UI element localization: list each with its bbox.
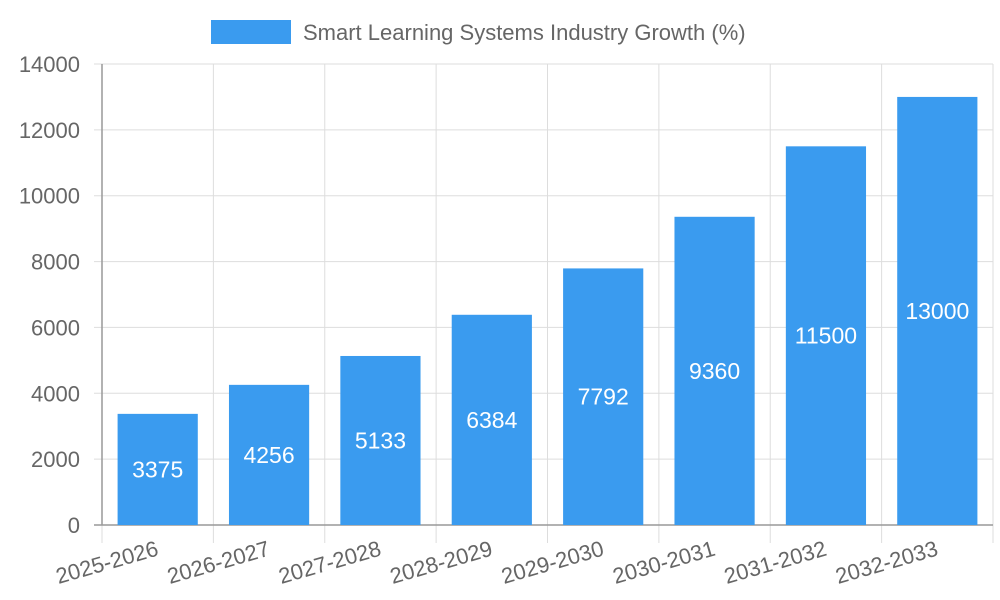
- x-tick-label: 2032-2033: [833, 536, 941, 589]
- x-tick-label: 2027-2028: [276, 536, 384, 589]
- bar[interactable]: [228, 384, 310, 525]
- y-tick-label: 0: [68, 513, 80, 538]
- labels-layer: 3375 4256 5133 6384 7792 9360 11500 13000: [132, 298, 969, 482]
- bar[interactable]: [897, 96, 978, 525]
- legend[interactable]: Smart Learning Systems Industry Growth (…: [211, 20, 746, 45]
- y-tick-label: 10000: [19, 184, 80, 209]
- bar[interactable]: [340, 355, 421, 525]
- bar-value-label: 13000: [905, 298, 969, 324]
- x-tick-label: 2028-2029: [387, 536, 495, 589]
- bar-value-label: 4256: [243, 442, 294, 468]
- bar[interactable]: [674, 216, 755, 525]
- bar-value-label: 11500: [795, 323, 857, 349]
- bar[interactable]: [785, 146, 867, 526]
- legend-label[interactable]: Smart Learning Systems Industry Growth (…: [303, 20, 746, 45]
- bar-value-label: 7792: [578, 384, 629, 410]
- y-tick-label: 12000: [19, 118, 80, 143]
- bar[interactable]: [117, 413, 198, 525]
- x-tick-label: 2030-2031: [610, 536, 718, 589]
- x-tick-label: 2026-2027: [164, 536, 272, 589]
- y-tick-label: 4000: [31, 381, 80, 406]
- bar[interactable]: [451, 314, 532, 525]
- bar-value-label: 3375: [132, 456, 183, 482]
- x-tick-label: 2031-2032: [721, 536, 829, 589]
- x-tick-label: 2029-2030: [499, 536, 607, 589]
- y-tick-label: 2000: [31, 447, 80, 472]
- grid-layer: [94, 63, 994, 543]
- x-tick-label: 2025-2026: [53, 536, 161, 589]
- bar[interactable]: [563, 268, 644, 525]
- bar-value-label: 6384: [466, 407, 517, 433]
- y-tick-label: 6000: [31, 315, 80, 340]
- legend-swatch[interactable]: [211, 20, 291, 44]
- bars-layer: [117, 96, 978, 526]
- y-tick-label: 14000: [19, 52, 80, 77]
- bar-value-label: 5133: [355, 427, 406, 453]
- y-tick-label: 8000: [31, 250, 80, 275]
- bar-value-label: 9360: [689, 358, 740, 384]
